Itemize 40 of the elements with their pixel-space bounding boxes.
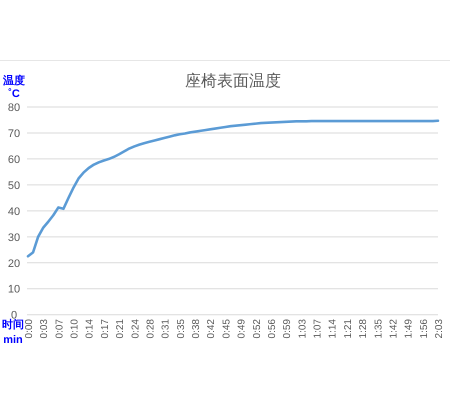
y-tick-label: 70	[8, 128, 20, 140]
x-tick-label: 1:21	[342, 318, 354, 338]
y-tick-label: 40	[8, 206, 20, 218]
y-axis-title: 温度 ˚C	[2, 74, 25, 100]
x-tick-label: 0:35	[176, 318, 187, 338]
x-tick-label: 1:07	[312, 318, 324, 338]
x-tick-label: 0:31	[160, 318, 172, 338]
x-tick-label: 1:42	[388, 318, 400, 338]
x-axis-title: 时间 min	[2, 318, 24, 346]
x-tick-label: 1:28	[358, 318, 370, 338]
x-tick-label: 1:35	[373, 318, 384, 338]
x-tick-label: 0:49	[236, 318, 248, 338]
x-tick-label: 1:49	[404, 318, 415, 338]
x-tick-label: 0:56	[266, 318, 278, 338]
x-tick-label: 0:28	[145, 318, 156, 338]
x-tick-label: 1:56	[418, 318, 430, 338]
x-tick-label: 0:59	[282, 318, 294, 338]
x-tick-label: 0:52	[252, 318, 263, 338]
y-tick-label: 10	[8, 284, 20, 296]
x-tick-label: 1:14	[328, 318, 339, 338]
x-tick-label: 0:21	[115, 318, 126, 338]
x-tick-label: 0:00	[24, 318, 35, 338]
x-tick-label: 2:03	[434, 318, 445, 338]
y-tick-label: 80	[8, 102, 20, 114]
x-tick-label: 0:38	[191, 318, 202, 338]
chart-title: 座椅表面温度	[185, 72, 281, 90]
x-tick-label: 0:17	[100, 318, 111, 338]
y-tick-label: 60	[8, 154, 20, 166]
x-tick-label: 1:03	[297, 318, 308, 338]
x-tick-label: 0:10	[70, 318, 81, 338]
x-tick-label: 0:24	[130, 318, 142, 338]
x-tick-label: 0:14	[84, 318, 96, 338]
x-tick-label: 0:03	[39, 318, 50, 338]
y-tick-label: 30	[8, 232, 20, 244]
y-tick-label: 20	[8, 258, 20, 270]
y-tick-label: 50	[8, 180, 20, 192]
x-tick-label: 0:45	[221, 318, 232, 338]
x-tick-label: 0:07	[54, 318, 66, 338]
line-series	[26, 119, 440, 258]
x-tick-label: 0:42	[206, 318, 218, 338]
